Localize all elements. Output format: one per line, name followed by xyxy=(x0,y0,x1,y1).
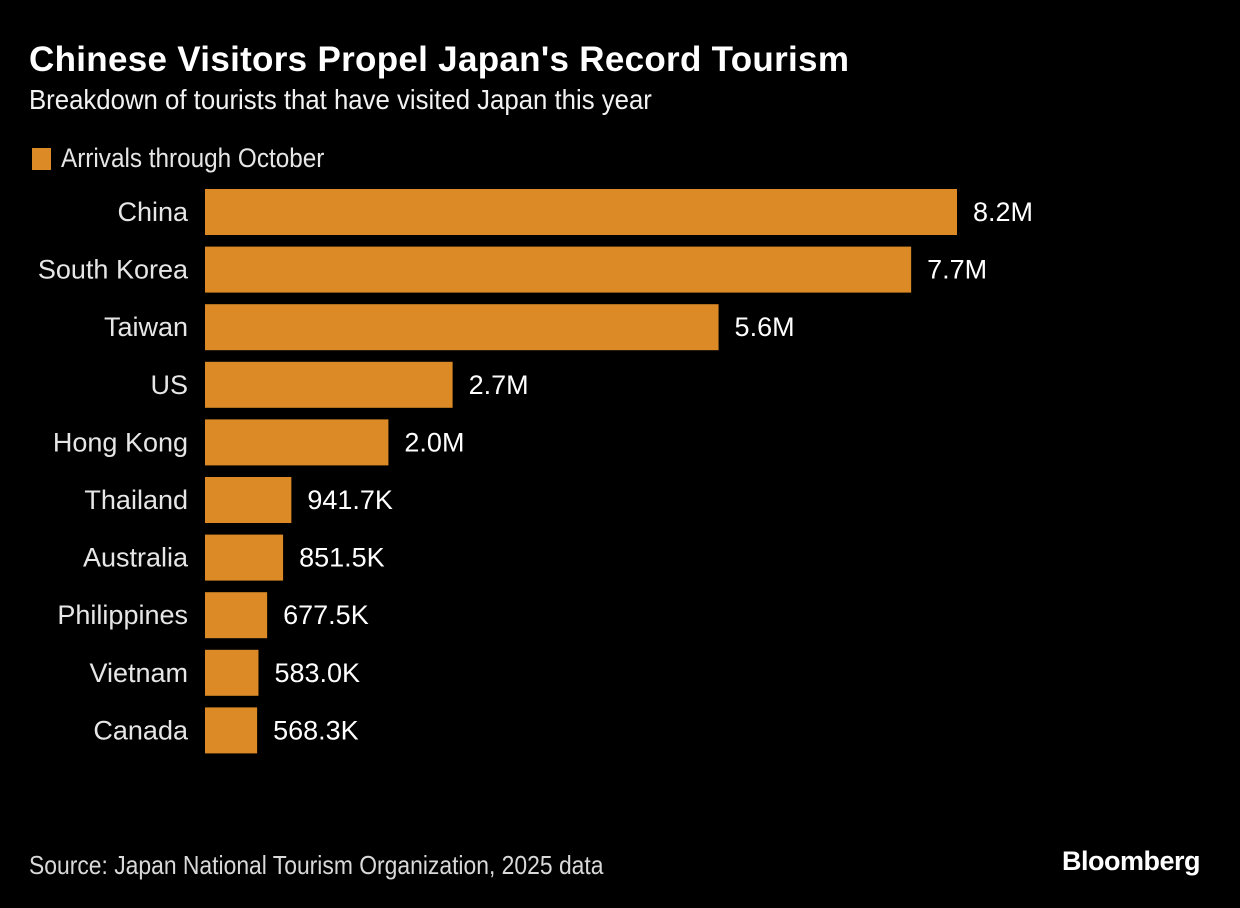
category-label: Canada xyxy=(93,715,189,745)
value-label: 677.5K xyxy=(283,600,369,630)
category-label: South Korea xyxy=(38,255,189,285)
legend: Arrivals through October xyxy=(32,143,354,174)
value-label: 8.2M xyxy=(973,197,1033,227)
bar-china xyxy=(205,189,957,235)
bar-australia xyxy=(205,534,284,581)
source-note: Source: Japan National Tourism Organizat… xyxy=(29,850,604,880)
bar-thailand xyxy=(205,477,292,523)
value-label: 7.7M xyxy=(927,255,987,285)
bloomberg-logo: Bloomberg xyxy=(1061,846,1201,876)
chart-title: Chinese Visitors Propel Japan's Record T… xyxy=(29,40,850,79)
bar-vietnam xyxy=(205,649,259,696)
bar-canada xyxy=(205,707,258,754)
legend-swatch xyxy=(32,147,51,170)
category-label: Taiwan xyxy=(104,312,188,342)
category-label: Thailand xyxy=(84,485,188,515)
category-label: Vietnam xyxy=(89,658,188,688)
bar-taiwan xyxy=(205,304,719,351)
value-label: 2.0M xyxy=(404,427,464,457)
category-label: China xyxy=(117,197,189,227)
legend-label: Arrivals through October xyxy=(61,143,325,173)
value-label: 583.0K xyxy=(274,658,360,688)
value-label: 941.7K xyxy=(307,485,393,515)
category-label: Australia xyxy=(83,543,189,573)
value-label: 568.3K xyxy=(273,715,359,745)
bar-us xyxy=(205,361,453,408)
value-label: 5.6M xyxy=(735,312,795,342)
bar-hong-kong xyxy=(205,419,389,466)
value-label: 2.7M xyxy=(469,370,529,400)
value-label: 851.5K xyxy=(299,543,385,573)
bar-philippines xyxy=(205,592,268,639)
bar-south-korea xyxy=(205,246,912,293)
chart-subtitle: Breakdown of tourists that have visited … xyxy=(29,84,652,115)
category-label: US xyxy=(150,370,188,400)
category-label: Hong Kong xyxy=(53,427,188,457)
category-label: Philippines xyxy=(57,600,188,630)
